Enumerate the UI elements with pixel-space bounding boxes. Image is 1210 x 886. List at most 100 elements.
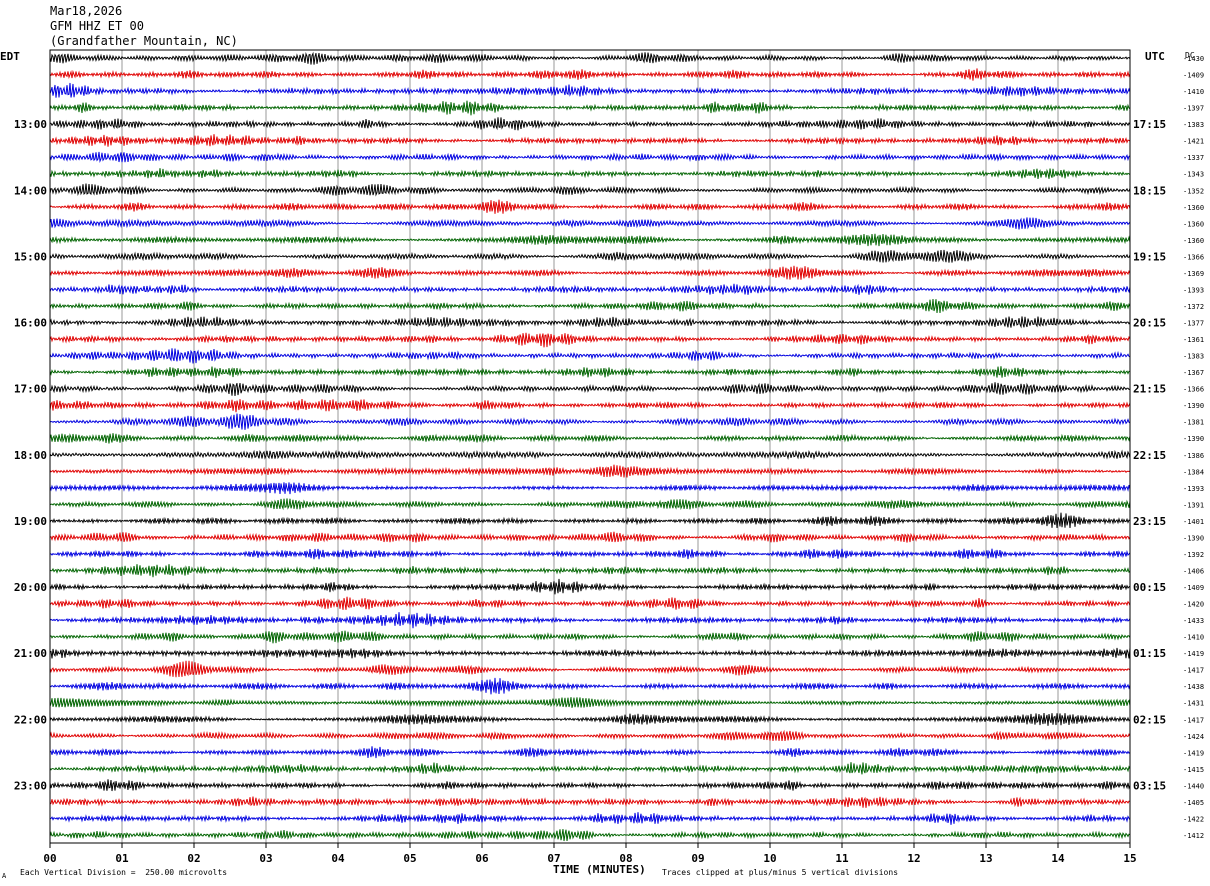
- trace-row-6: [49, 151, 1131, 164]
- left-hour-label-18:00: 18:00: [14, 449, 47, 462]
- trace-row-3: [49, 100, 1131, 116]
- right-hour-label-18:15: 18:15: [1133, 184, 1166, 197]
- right-hour-label-17:15: 17:15: [1133, 118, 1166, 131]
- trace-row-24: [49, 449, 1131, 460]
- trace-row-29: [49, 531, 1131, 543]
- trace-row-20: [49, 382, 1131, 397]
- dc-offset-row-33: -1420: [1183, 601, 1204, 609]
- left-hour-label-16:00: 16:00: [14, 317, 47, 330]
- dc-offset-row-45: -1405: [1183, 799, 1204, 807]
- left-hour-label-22:00: 22:00: [14, 713, 47, 726]
- dc-offset-row-35: -1410: [1183, 634, 1204, 642]
- x-tick-label-05: 05: [403, 852, 416, 865]
- dc-offset-row-0: -1430: [1183, 55, 1204, 63]
- dc-offset-row-41: -1424: [1183, 733, 1204, 741]
- dc-offset-row-4: -1383: [1183, 121, 1204, 129]
- trace-row-0: [49, 51, 1131, 65]
- right-timezone-label: UTC: [1145, 50, 1165, 63]
- trace-row-27: [49, 498, 1131, 511]
- dc-offset-row-22: -1381: [1183, 419, 1204, 427]
- left-hour-labels: 13:00 14:00 15:00 16:00 17:00 18:00 19:00 20:00…: [14, 118, 47, 792]
- trace-row-32: [49, 578, 1131, 595]
- trace-row-12: [49, 249, 1131, 263]
- trace-row-31: [49, 564, 1131, 578]
- trace-row-11: [49, 233, 1131, 247]
- trace-row-7: [49, 168, 1131, 179]
- trace-row-47: [49, 829, 1131, 842]
- dc-offset-row-39: -1431: [1183, 700, 1204, 708]
- trace-row-17: [49, 332, 1131, 348]
- trace-row-19: [49, 366, 1131, 378]
- dc-offset-labels: -1430 -1409 -1410 -1397 -1383 -1421 -1337 -1343…: [1183, 55, 1204, 840]
- dc-offset-row-32: -1409: [1183, 584, 1204, 592]
- dc-offset-row-2: -1410: [1183, 88, 1204, 96]
- trace-row-23: [49, 433, 1131, 444]
- trace-row-10: [49, 217, 1131, 230]
- dc-offset-row-40: -1417: [1183, 716, 1204, 724]
- dc-offset-row-12: -1366: [1183, 253, 1204, 261]
- dc-offset-row-21: -1390: [1183, 402, 1204, 410]
- dc-offset-row-5: -1421: [1183, 138, 1204, 146]
- header-date: Mar18,2026: [50, 4, 123, 18]
- trace-row-4: [49, 117, 1131, 131]
- left-hour-label-13:00: 13:00: [14, 118, 47, 131]
- trace-row-5: [49, 134, 1131, 147]
- x-tick-label-04: 04: [331, 852, 345, 865]
- corner-mark: A: [2, 872, 7, 880]
- trace-row-22: [49, 413, 1131, 430]
- trace-row-39: [49, 697, 1131, 708]
- dc-offset-row-18: -1383: [1183, 353, 1204, 361]
- dc-offset-row-31: -1406: [1183, 567, 1204, 575]
- dc-offset-row-13: -1369: [1183, 270, 1204, 278]
- trace-row-1: [49, 68, 1131, 81]
- trace-row-9: [49, 199, 1131, 214]
- right-hour-label-20:15: 20:15: [1133, 317, 1166, 330]
- dc-offset-row-1: -1409: [1183, 72, 1204, 80]
- trace-row-43: [49, 762, 1131, 775]
- trace-row-45: [49, 796, 1131, 808]
- x-tick-label-01: 01: [115, 852, 129, 865]
- trace-row-21: [49, 398, 1131, 413]
- trace-row-13: [49, 265, 1131, 280]
- x-tick-label-14: 14: [1051, 852, 1065, 865]
- trace-row-30: [49, 548, 1131, 560]
- dc-offset-row-17: -1361: [1183, 336, 1204, 344]
- trace-row-14: [49, 283, 1131, 295]
- dc-offset-row-20: -1366: [1183, 386, 1204, 394]
- right-hour-label-01:15: 01:15: [1133, 647, 1166, 660]
- trace-row-28: [49, 512, 1131, 528]
- x-tick-label-13: 13: [979, 852, 992, 865]
- x-tick-label-09: 09: [691, 852, 704, 865]
- dc-offset-row-25: -1384: [1183, 468, 1204, 476]
- dc-offset-row-6: -1337: [1183, 154, 1204, 162]
- x-tick-label-02: 02: [187, 852, 200, 865]
- trace-row-15: [49, 299, 1131, 314]
- trace-row-33: [49, 596, 1131, 610]
- right-hour-label-23:15: 23:15: [1133, 515, 1166, 528]
- right-hour-label-21:15: 21:15: [1133, 383, 1166, 396]
- dc-offset-row-9: -1360: [1183, 204, 1204, 212]
- x-tick-label-03: 03: [259, 852, 272, 865]
- dc-offset-row-19: -1367: [1183, 369, 1204, 377]
- header-location: (Grandfather Mountain, NC): [50, 34, 238, 48]
- x-tick-label-00: 00: [43, 852, 56, 865]
- dc-offset-row-44: -1440: [1183, 782, 1204, 790]
- right-hour-labels: 17:15 18:15 19:15 20:15 21:15 22:15 23:15 00:15…: [1133, 118, 1166, 792]
- grid-lines: [121, 50, 1059, 843]
- dc-offset-row-34: -1433: [1183, 617, 1204, 625]
- dc-offset-row-16: -1377: [1183, 320, 1204, 328]
- dc-offset-row-38: -1438: [1183, 683, 1204, 691]
- trace-row-42: [49, 746, 1131, 759]
- right-hour-label-02:15: 02:15: [1133, 713, 1166, 726]
- trace-row-44: [49, 779, 1131, 792]
- dc-offset-row-14: -1393: [1183, 286, 1204, 294]
- trace-row-2: [49, 82, 1131, 98]
- x-tick-label-15: 15: [1123, 852, 1136, 865]
- dc-offset-row-8: -1352: [1183, 187, 1204, 195]
- trace-row-40: [49, 713, 1131, 726]
- right-hour-label-22:15: 22:15: [1133, 449, 1166, 462]
- dc-offset-row-3: -1397: [1183, 105, 1204, 113]
- trace-row-25: [49, 464, 1131, 478]
- dc-offset-row-46: -1422: [1183, 815, 1204, 823]
